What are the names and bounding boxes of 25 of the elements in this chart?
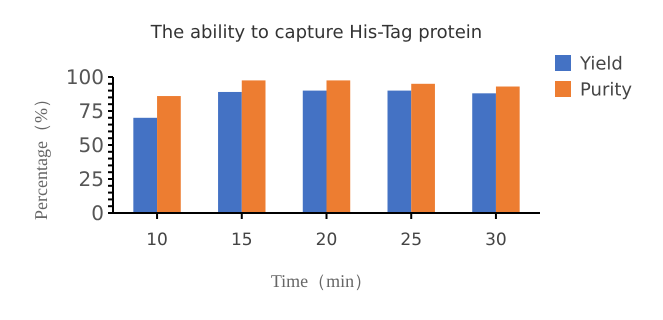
bar [496, 86, 520, 213]
bar [133, 118, 158, 213]
bar [242, 80, 266, 213]
bar [218, 92, 242, 213]
bar [302, 90, 326, 213]
x-tick-label: 10 [146, 230, 168, 250]
bar [326, 80, 350, 213]
y-tick-label: 100 [66, 65, 104, 89]
y-tick-label: 25 [78, 167, 104, 191]
bar [388, 90, 412, 213]
y-tick-label: 75 [78, 99, 104, 123]
y-axis-title: Percentage（%） [31, 90, 51, 220]
bar [472, 93, 496, 213]
bar [411, 84, 435, 213]
bar [157, 96, 181, 213]
legend-label: Yield [579, 53, 623, 74]
y-tick-label: 50 [78, 133, 104, 157]
x-tick-label: 15 [230, 230, 253, 250]
x-tick-label: 20 [316, 230, 338, 250]
x-axis-title: Time（min） [270, 271, 372, 291]
y-tick-label: 0 [91, 201, 104, 225]
legend-label: Purity [580, 79, 632, 100]
x-tick-label: 25 [400, 230, 422, 250]
chart-title: The ability to capture His-Tag protein [150, 22, 482, 43]
x-tick-label: 30 [485, 230, 507, 250]
